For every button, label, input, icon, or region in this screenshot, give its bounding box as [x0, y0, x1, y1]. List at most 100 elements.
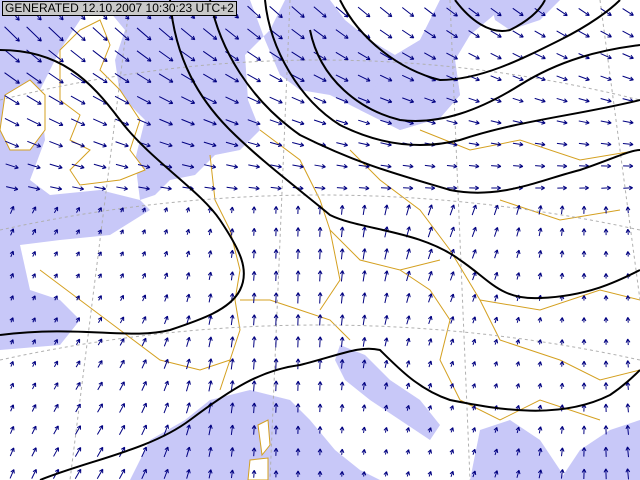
- wind-arrow: [317, 403, 323, 413]
- wind-arrow: [31, 251, 36, 257]
- wind-arrow: [537, 426, 543, 434]
- wind-arrow: [449, 470, 455, 477]
- wind-arrow: [468, 30, 480, 38]
- wind-arrow: [402, 163, 414, 169]
- wind-arrow: [114, 73, 130, 84]
- wind-arrow: [141, 446, 148, 458]
- generated-timestamp: GENERATED 12.10.2007 10:30:23 UTC+2: [2, 1, 237, 16]
- wind-arrow: [361, 314, 367, 326]
- wind-arrow: [600, 120, 612, 125]
- wind-arrow: [357, 74, 371, 82]
- wind-arrow: [141, 207, 146, 213]
- wind-arrow: [537, 250, 543, 258]
- wind-arrow: [97, 403, 103, 413]
- wind-arrow: [601, 185, 611, 191]
- wind-arrow: [556, 8, 568, 17]
- wind-arrow: [273, 380, 279, 392]
- wind-arrow: [335, 51, 349, 61]
- wind-arrow: [97, 316, 103, 323]
- wind-arrow: [50, 186, 63, 191]
- wind-arrow: [71, 163, 85, 170]
- great-britain: [59, 19, 146, 186]
- wind-arrow: [446, 120, 458, 125]
- wind-arrow: [70, 95, 86, 105]
- wind-arrow: [383, 449, 389, 455]
- wind-arrow: [317, 226, 323, 237]
- wind-arrow: [449, 271, 455, 281]
- wind-arrow: [119, 207, 124, 213]
- wind-arrow: [273, 292, 279, 304]
- wind-arrow: [625, 206, 631, 214]
- wind-arrow: [92, 50, 108, 63]
- wind-arrow: [229, 447, 235, 457]
- wind-arrow: [357, 51, 371, 61]
- wind-arrow: [114, 95, 130, 105]
- wind-arrow: [163, 402, 169, 414]
- wind-arrow: [493, 426, 499, 433]
- wind-arrow: [401, 7, 415, 17]
- wind-arrow: [247, 28, 262, 40]
- wind-arrow: [493, 227, 499, 237]
- wind-arrow: [556, 97, 568, 103]
- wind-arrow: [493, 448, 499, 456]
- wind-arrow: [75, 273, 80, 279]
- wind-arrow: [336, 142, 348, 147]
- wind-arrow: [537, 339, 543, 345]
- wind-arrow: [295, 403, 301, 413]
- wind-arrow: [119, 338, 125, 346]
- wind-arrow: [490, 7, 502, 17]
- wind-arrow: [75, 425, 82, 435]
- wind-arrow: [141, 424, 148, 436]
- wind-arrow: [185, 207, 191, 213]
- wind-arrow: [427, 248, 433, 260]
- wind-arrow: [515, 361, 521, 367]
- wind-arrow: [468, 52, 480, 60]
- wind-arrow: [493, 361, 499, 367]
- wind-arrow: [182, 164, 195, 169]
- wind-arrow: [93, 141, 107, 148]
- wind-arrow: [406, 270, 411, 282]
- wind-arrow: [74, 468, 82, 479]
- wind-arrow: [335, 97, 349, 104]
- wind-arrow: [384, 270, 389, 282]
- wind-arrow: [97, 338, 103, 346]
- wind-arrow: [317, 292, 323, 304]
- wind-arrow: [361, 449, 367, 455]
- wind-arrow: [313, 51, 327, 61]
- wind-arrow: [622, 75, 634, 82]
- wind-arrow: [159, 141, 173, 148]
- wind-arrow: [141, 402, 148, 414]
- wind-arrow: [163, 272, 169, 280]
- wind-arrow: [424, 52, 437, 60]
- wind-arrow: [557, 185, 567, 191]
- wind-arrow: [625, 338, 631, 346]
- wind-arrow: [273, 249, 279, 259]
- wind-arrow: [97, 273, 102, 279]
- wind-arrow: [339, 471, 345, 477]
- wind-arrow: [449, 405, 454, 411]
- wind-arrow: [75, 229, 80, 235]
- wind-arrow: [273, 227, 279, 237]
- wind-arrow: [623, 185, 633, 191]
- wind-arrow: [427, 471, 433, 477]
- wind-arrow: [247, 5, 261, 19]
- wind-arrow: [53, 273, 58, 279]
- wind-arrow: [358, 142, 370, 147]
- wind-arrow: [9, 273, 14, 279]
- wind-arrow: [93, 118, 108, 126]
- corsica: [257, 419, 271, 457]
- wind-arrow: [163, 337, 169, 347]
- isobar: [454, 0, 546, 32]
- wind-arrow: [119, 273, 124, 279]
- wind-arrow: [251, 402, 257, 414]
- wind-arrow: [493, 294, 499, 302]
- wind-arrow: [207, 293, 213, 303]
- wind-arrow: [53, 295, 58, 301]
- wind-arrow: [335, 74, 349, 82]
- wind-arrow: [75, 251, 80, 257]
- wind-arrow: [578, 30, 590, 38]
- wind-arrow: [291, 96, 305, 104]
- wind-arrow: [383, 337, 389, 347]
- wind-arrow: [427, 204, 433, 216]
- wind-arrow: [136, 27, 152, 41]
